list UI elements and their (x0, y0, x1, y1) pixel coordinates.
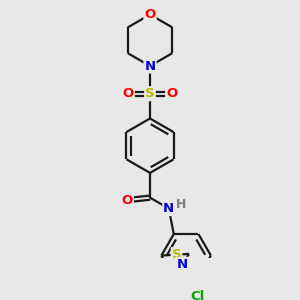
Text: N: N (144, 59, 156, 73)
Text: S: S (145, 87, 155, 100)
Text: H: H (176, 198, 186, 211)
Text: Cl: Cl (190, 290, 205, 300)
Text: S: S (172, 248, 182, 261)
Text: O: O (122, 194, 133, 207)
Text: O: O (144, 8, 156, 21)
Text: O: O (123, 87, 134, 100)
Text: N: N (163, 202, 174, 215)
Text: O: O (166, 87, 177, 100)
Text: N: N (177, 258, 188, 271)
